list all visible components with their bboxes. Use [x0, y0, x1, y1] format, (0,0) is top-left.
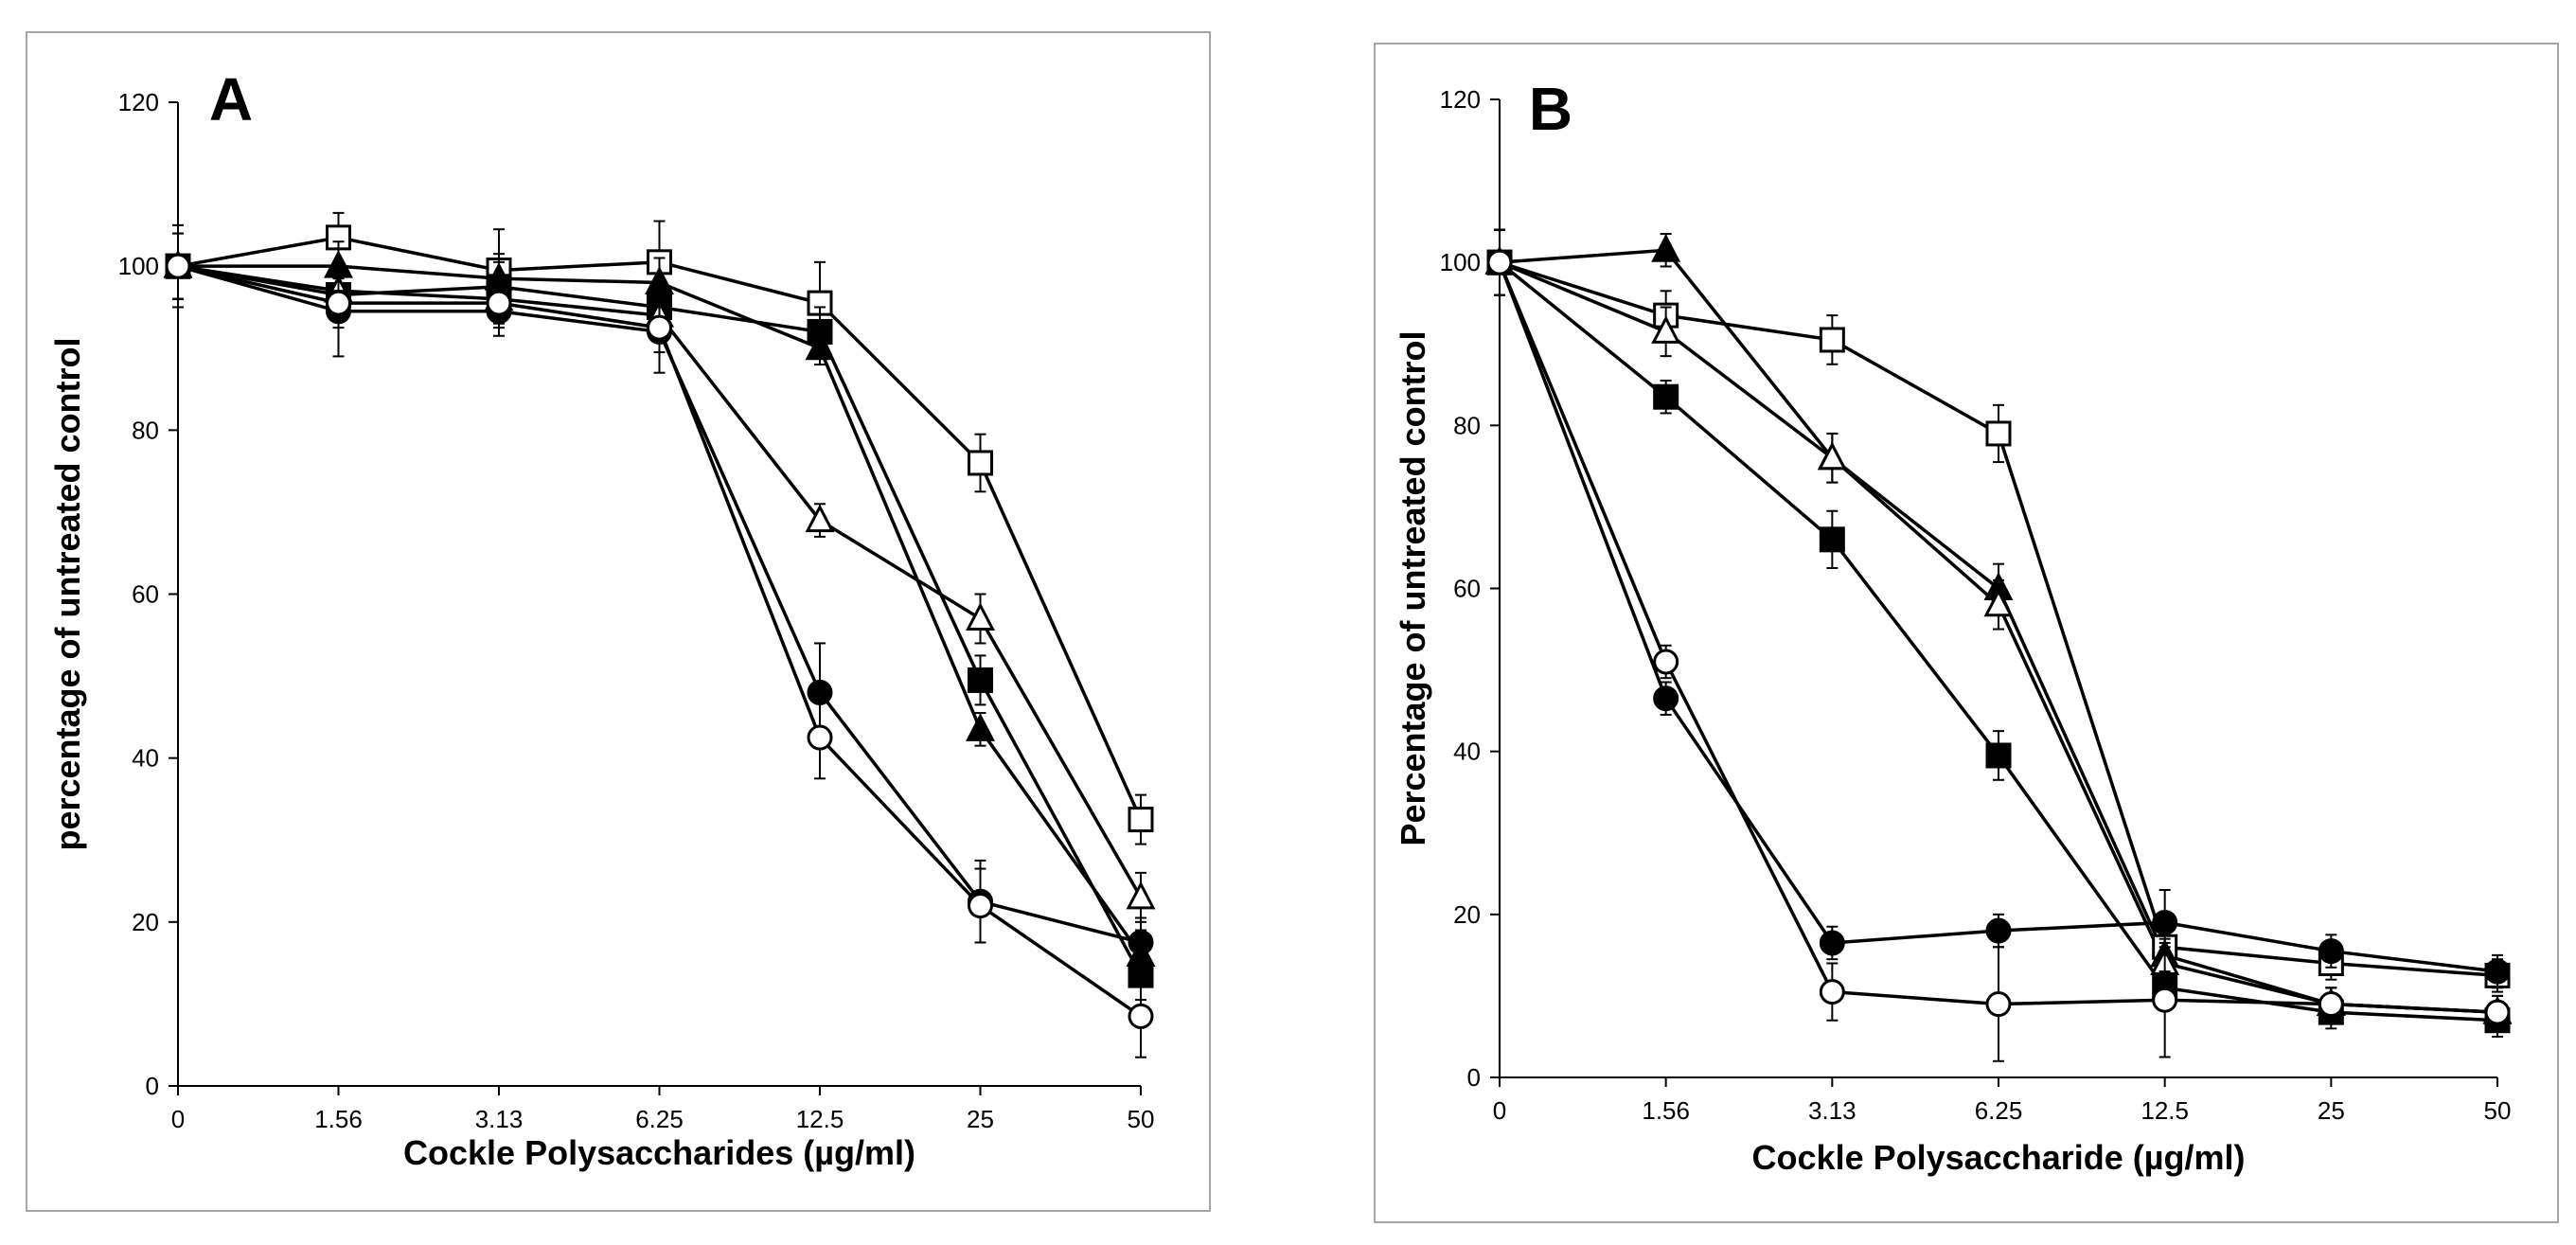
data-point [1486, 249, 1513, 276]
data-point [1819, 930, 1845, 956]
y-tick-label: 80 [132, 416, 159, 444]
data-point [1985, 991, 2012, 1018]
data-point [647, 314, 672, 341]
y-tick-label: 20 [132, 908, 159, 936]
y-tick-label: 0 [1467, 1063, 1481, 1092]
y-tick-label: 120 [118, 88, 159, 116]
data-point [486, 290, 512, 316]
x-tick-label: 0 [1493, 1096, 1506, 1125]
y-tick-label: 100 [118, 252, 159, 280]
x-tick-label: 25 [2318, 1096, 2345, 1125]
x-tick-label: 6.25 [1975, 1096, 2023, 1125]
data-point [1651, 315, 1681, 344]
data-point [1819, 526, 1845, 553]
series-line [1498, 261, 2498, 1014]
x-axis-label: Cockle Polysaccharide (µg/ml) [1752, 1138, 2246, 1177]
data-point [2152, 987, 2178, 1013]
data-point [1651, 234, 1681, 262]
data-point [1819, 327, 1845, 353]
series-marks-circle-open [1486, 228, 2511, 1062]
panel-title: B [1529, 75, 1572, 143]
y-axis-label: Percentage of untreated control [1394, 330, 1432, 845]
data-point [807, 724, 833, 751]
series-line [1498, 260, 2498, 1023]
data-point [1653, 383, 1679, 410]
series-circle-open [1498, 261, 2498, 1014]
data-point [1983, 588, 2014, 617]
data-point [1128, 1003, 1154, 1029]
data-point [2484, 958, 2511, 985]
y-tick-label: 120 [1440, 85, 1481, 114]
data-point [326, 290, 351, 316]
data-point [966, 602, 995, 631]
y-tick-label: 80 [1453, 411, 1481, 439]
series-triangle-open [1499, 260, 2498, 1014]
data-point [1653, 685, 1679, 712]
x-tick-label: 0 [171, 1105, 185, 1133]
data-point [1128, 807, 1154, 833]
x-axis-label: Cockle Polysaccharides (µg/ml) [403, 1133, 915, 1172]
y-tick-label: 60 [1453, 575, 1481, 603]
chart-panel-b: 0 20 40 60 80 100 120 0 1.56 3.13 6.25 12.5 25 50 B Coc… [1374, 43, 2559, 1223]
x-tick-label: 3.13 [475, 1105, 524, 1133]
y-tick-label: 100 [1440, 248, 1481, 276]
data-point [2318, 991, 2344, 1018]
panel-title: A [209, 65, 253, 133]
data-point [805, 504, 835, 533]
x-tick-label: 1.56 [314, 1105, 363, 1133]
data-point [1126, 880, 1156, 910]
x-tick-label: 50 [2484, 1096, 2512, 1125]
x-tick-label: 1.56 [1642, 1096, 1690, 1125]
chart-panel-a: 0 20 40 60 80 100 120 0 1.56 3.13 6.25 12.5 25 50 A Coc… [26, 31, 1211, 1212]
data-point [968, 893, 993, 919]
y-tick-label: 20 [1453, 900, 1481, 929]
series-triangle-filled [1499, 248, 2498, 1014]
data-point [1985, 420, 2012, 447]
series-marks-circle-open [165, 232, 1154, 1058]
series-line [177, 264, 1142, 1018]
x-tick-label: 25 [967, 1105, 994, 1133]
data-point [1817, 441, 1847, 471]
series-line [1499, 248, 2498, 1014]
chart-a-svg: 0 20 40 60 80 100 120 0 1.56 3.13 6.25 12.5 25 50 A Coc… [48, 65, 1156, 1172]
y-tick-label: 40 [132, 744, 159, 773]
data-point [1819, 979, 1845, 1005]
y-axis-label: percentage of untreated control [48, 337, 87, 850]
data-point [1128, 929, 1154, 955]
chart-b-svg: 0 20 40 60 80 100 120 0 1.56 3.13 6.25 12.5 25 50 B Coc… [1394, 75, 2513, 1177]
data-point [2152, 909, 2178, 935]
data-point [968, 667, 993, 693]
x-tick-label: 6.25 [635, 1105, 684, 1133]
data-point [968, 450, 993, 476]
x-tick-label: 50 [1128, 1105, 1155, 1133]
data-point [1985, 742, 2012, 769]
x-tick-label: 3.13 [1808, 1096, 1856, 1125]
data-point [2318, 938, 2344, 965]
y-tick-label: 0 [146, 1072, 159, 1100]
data-point [1653, 649, 1679, 675]
data-point [165, 253, 191, 279]
data-point [2484, 999, 2511, 1025]
series-line [1499, 260, 2498, 1014]
series-square-filled [1498, 260, 2498, 1023]
x-tick-label: 12.5 [2141, 1096, 2189, 1125]
x-tick-label: 12.5 [796, 1105, 844, 1133]
series-circle-open [177, 264, 1142, 1018]
y-tick-label: 40 [1453, 738, 1481, 766]
data-point [1985, 917, 2012, 944]
data-point [805, 331, 835, 361]
y-tick-label: 60 [132, 580, 159, 609]
data-point [966, 713, 995, 741]
